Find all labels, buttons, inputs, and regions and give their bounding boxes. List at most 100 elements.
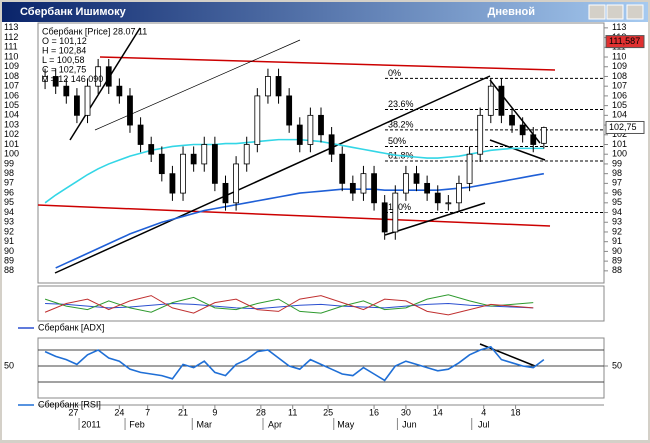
candle-body xyxy=(307,114,314,145)
candle-body xyxy=(180,153,186,194)
price-marker xyxy=(605,120,645,134)
candle-body xyxy=(233,163,240,204)
x-tick-label: 28 xyxy=(256,407,266,417)
candle-body xyxy=(456,182,462,204)
y-tick-label: 93 xyxy=(4,217,14,227)
y-tick-label: 99 xyxy=(612,158,622,168)
candle-body xyxy=(424,182,431,194)
trend-line xyxy=(489,139,546,161)
month-label: 2011 xyxy=(81,419,100,429)
x-tick-label: 21 xyxy=(178,407,188,417)
y-tick-label: 105 xyxy=(4,100,19,110)
y-tick-label: 88 xyxy=(4,265,14,275)
y-tick-label: 108 xyxy=(612,71,627,81)
y-tick-label: 97 xyxy=(4,178,14,188)
fib-label: 38.2% xyxy=(388,119,414,129)
legend-line: O = 101,12 xyxy=(42,36,87,46)
channel-line xyxy=(37,204,551,227)
title-bar xyxy=(2,2,648,22)
y-tick-label: 101 xyxy=(612,139,627,149)
fib-label: 0% xyxy=(388,68,401,78)
y-tick-label: 91 xyxy=(612,236,622,246)
y-tick-label: 110 xyxy=(4,51,18,61)
y-tick-label: 105 xyxy=(612,100,627,110)
month-label: Mar xyxy=(197,419,213,429)
candle-body xyxy=(148,144,155,155)
candle-body xyxy=(318,114,324,136)
month-label: Feb xyxy=(129,419,145,429)
month-label: Jun xyxy=(402,419,417,429)
candle-body xyxy=(158,153,165,175)
minimize-button[interactable] xyxy=(588,4,606,20)
price-marker xyxy=(605,35,645,49)
y-tick-label: 100 xyxy=(612,149,627,159)
candle-body xyxy=(84,85,91,116)
y-tick-label: 92 xyxy=(612,226,622,236)
y-tick-label: 94 xyxy=(4,207,14,217)
price-panel xyxy=(37,22,605,284)
panels xyxy=(37,22,605,406)
x-tick-label: 7 xyxy=(145,407,150,417)
y-tick-label: 106 xyxy=(4,90,19,100)
series-line xyxy=(44,295,534,316)
candle-body xyxy=(445,202,452,205)
candle-body xyxy=(222,182,229,204)
y-tick-label: 106 xyxy=(612,90,627,100)
candle-body xyxy=(477,114,484,155)
fib-label: 50% xyxy=(388,136,406,146)
y-tick-label: 104 xyxy=(4,110,19,120)
candle-body xyxy=(74,95,80,116)
y-tick-label: 109 xyxy=(4,61,19,71)
candle-body xyxy=(540,127,547,144)
y-tick-label: 99 xyxy=(4,158,14,168)
y-tick-label: 97 xyxy=(612,178,622,188)
candle-body xyxy=(349,182,356,194)
candle-body xyxy=(201,144,208,165)
candle-body xyxy=(296,124,303,145)
trend-line xyxy=(384,202,486,236)
candle-body xyxy=(434,192,441,204)
x-tick-label: 25 xyxy=(323,407,333,417)
candle-body xyxy=(328,134,335,155)
legend-line: V = 12 146 090 xyxy=(42,74,103,84)
x-tick-label: 4 xyxy=(481,407,486,417)
y-tick-label: 102 xyxy=(4,129,19,139)
y-tick-label: 103 xyxy=(4,119,19,129)
maximize-button[interactable] xyxy=(606,4,624,20)
y-tick-label: 102 xyxy=(612,129,627,139)
trend-line xyxy=(54,75,491,274)
channel-line xyxy=(99,56,556,71)
y-tick-label: 98 xyxy=(612,168,622,178)
y-tick-label: 91 xyxy=(4,236,14,246)
candle-body xyxy=(466,153,473,184)
candle-body xyxy=(286,95,293,126)
candle-body xyxy=(392,192,399,233)
x-tick-label: 16 xyxy=(369,407,379,417)
legend-line: Сбербанк [Price] 28.07.11 xyxy=(42,26,147,36)
panel-label: Сбербанк [RSI] xyxy=(38,399,101,409)
y-tick-label: 107 xyxy=(612,81,627,91)
candle-body xyxy=(413,173,420,184)
y-tick-label: 96 xyxy=(4,187,14,197)
y-tick-label: 104 xyxy=(612,110,627,120)
timeframe[interactable]: Дневной xyxy=(488,6,536,18)
y-tick-label: 107 xyxy=(4,81,19,91)
candle-body xyxy=(63,85,70,97)
candle-body xyxy=(95,66,102,87)
trend-line xyxy=(489,79,541,144)
adx-panel xyxy=(37,285,605,322)
y-tick-label: 90 xyxy=(612,246,622,256)
candle-body xyxy=(371,173,377,204)
y-tick-label: 101 xyxy=(4,139,19,149)
candle-body xyxy=(211,144,218,184)
series-line xyxy=(55,172,545,269)
y-tick-label: 96 xyxy=(612,187,622,197)
drawings xyxy=(37,27,556,367)
close-button[interactable] xyxy=(626,4,644,20)
x-tick-label: 9 xyxy=(212,407,217,417)
legend-line: H = 102,84 xyxy=(42,45,86,55)
legend-line: L = 100,58 xyxy=(42,55,84,65)
series-line xyxy=(44,138,544,204)
chart-area xyxy=(2,22,648,440)
